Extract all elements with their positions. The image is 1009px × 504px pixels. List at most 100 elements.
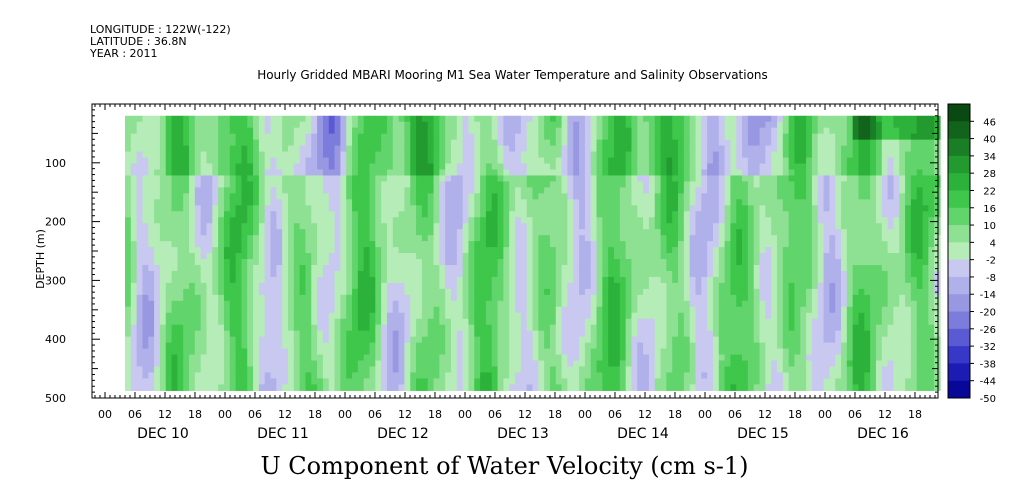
field-cell <box>421 133 429 141</box>
field-cell <box>648 199 656 206</box>
field-cell <box>625 372 633 380</box>
field-cell <box>509 145 516 153</box>
field-cell <box>462 229 470 236</box>
field-cell <box>515 276 522 284</box>
field-cell <box>549 276 557 284</box>
field-cell <box>520 199 528 206</box>
field-cell <box>491 157 499 165</box>
field-cell <box>625 300 633 308</box>
field-cell <box>742 384 749 391</box>
field-cell <box>276 235 283 242</box>
field-cell <box>270 211 277 218</box>
field-cell <box>439 217 446 224</box>
field-cell <box>689 330 697 338</box>
field-cell <box>223 163 231 171</box>
field-cell <box>264 229 272 236</box>
field-cell <box>293 181 301 188</box>
field-cell <box>637 330 644 338</box>
field-cell <box>386 282 394 290</box>
field-cell <box>241 366 248 374</box>
field-cell <box>253 169 260 177</box>
field-cell <box>445 235 452 242</box>
field-cell <box>189 247 196 254</box>
field-cell <box>352 157 359 165</box>
field-cell <box>637 360 644 368</box>
field-cell <box>357 324 365 332</box>
field-cell <box>369 270 376 278</box>
field-cell <box>253 217 260 224</box>
field-cell <box>136 342 144 350</box>
field-cell <box>538 348 545 356</box>
field-cell <box>369 336 376 344</box>
field-cell <box>742 330 749 338</box>
field-cell <box>555 163 563 171</box>
field-cell <box>742 181 749 188</box>
field-cell <box>485 163 493 171</box>
field-cell <box>241 181 248 188</box>
field-cell <box>491 253 499 260</box>
field-cell <box>200 229 208 236</box>
field-cell <box>462 157 470 165</box>
field-cell <box>410 121 417 129</box>
field-cell <box>125 169 132 177</box>
field-cell <box>456 223 464 230</box>
field-cell <box>189 163 196 171</box>
field-cell <box>503 265 510 272</box>
field-cell <box>730 139 737 147</box>
field-cell <box>549 163 557 171</box>
field-cell <box>416 223 423 230</box>
field-cell <box>154 217 161 224</box>
field-cell <box>357 199 365 206</box>
field-cell <box>712 151 720 159</box>
field-cell <box>247 360 254 368</box>
field-cell <box>223 211 231 218</box>
field-cell <box>212 330 219 338</box>
field-cell <box>637 133 644 141</box>
field-cell <box>200 133 208 141</box>
field-cell <box>654 181 662 188</box>
field-cell <box>159 145 167 153</box>
field-cell <box>427 330 435 338</box>
field-cell <box>584 360 592 368</box>
field-cell <box>485 384 493 391</box>
field-cell <box>480 241 487 248</box>
field-cell <box>660 378 667 385</box>
field-cell <box>672 354 679 362</box>
field-cell <box>416 330 423 338</box>
field-cell <box>660 372 667 380</box>
field-cell <box>683 139 691 147</box>
field-cell <box>171 139 178 147</box>
field-cell <box>561 342 569 350</box>
field-cell <box>678 306 685 314</box>
field-cell <box>608 354 615 362</box>
field-cell <box>416 306 423 314</box>
field-cell <box>439 324 446 332</box>
field-cell <box>398 330 406 338</box>
field-cell <box>218 336 225 344</box>
field-cell <box>288 187 295 194</box>
field-cell <box>229 324 237 332</box>
field-cell <box>468 229 475 236</box>
field-cell <box>328 133 336 141</box>
field-cell <box>235 187 243 194</box>
field-cell <box>392 223 400 230</box>
field-cell <box>689 318 697 326</box>
field-cell <box>707 342 714 350</box>
field-cell <box>247 181 254 188</box>
field-cell <box>276 163 283 171</box>
field-cell <box>322 151 330 159</box>
field-cell <box>689 306 697 314</box>
field-cell <box>456 217 464 224</box>
field-cell <box>189 139 196 147</box>
field-cell <box>218 253 225 260</box>
field-cell <box>643 342 650 350</box>
field-cell <box>480 187 487 194</box>
field-cell <box>660 181 667 188</box>
field-cell <box>177 229 184 236</box>
field-cell <box>707 288 714 296</box>
field-cell <box>596 151 603 159</box>
field-cell <box>171 163 178 171</box>
field-cell <box>485 127 493 135</box>
field-cell <box>549 300 557 308</box>
field-cell <box>689 360 697 368</box>
